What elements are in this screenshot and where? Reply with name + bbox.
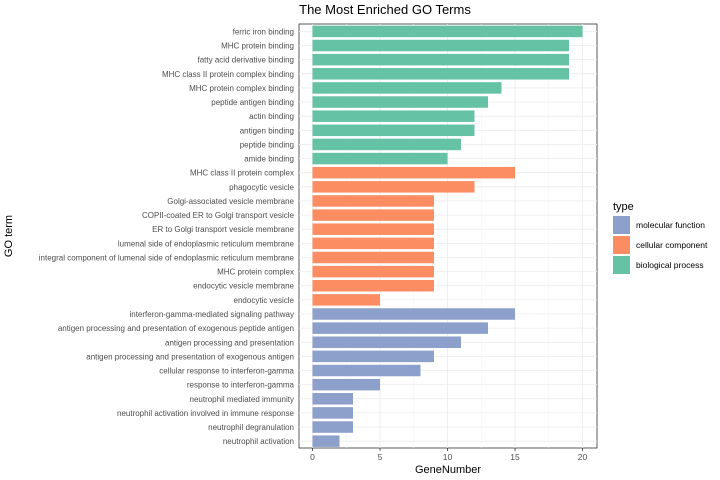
y-tick-label: fatty acid derivative binding xyxy=(198,56,295,65)
bars xyxy=(312,25,583,447)
x-tick-label: 0 xyxy=(310,452,315,462)
bar xyxy=(312,279,434,292)
bar xyxy=(312,25,583,38)
y-tick-label: antigen processing and presentation of e… xyxy=(86,352,294,361)
y-tick-label: MHC class II protein complex xyxy=(190,169,294,178)
bar xyxy=(312,39,569,52)
y-tick-label: actin binding xyxy=(249,112,294,121)
y-tick-label: antigen binding xyxy=(240,126,294,135)
bar xyxy=(312,68,569,80)
bar xyxy=(312,138,461,151)
bar xyxy=(312,265,434,278)
x-tick-label: 5 xyxy=(378,452,383,462)
y-tick-label: peptide binding xyxy=(240,140,294,149)
x-axis-title: GeneNumber xyxy=(415,464,481,476)
y-tick-label: ferric iron binding xyxy=(233,27,294,36)
legend-label: biological process xyxy=(636,260,704,270)
y-tick-label: MHC protein complex xyxy=(217,268,294,277)
y-tick-label: MHC class II protein complex binding xyxy=(162,70,294,79)
y-tick-label: neutrophil activation xyxy=(223,437,294,446)
y-axis-title: GO term xyxy=(3,215,15,257)
legend-label: molecular function xyxy=(636,220,705,230)
bar xyxy=(312,308,515,320)
x-tick-label: 10 xyxy=(443,452,453,462)
bar xyxy=(312,181,475,193)
y-tick-label: antigen processing and presentation xyxy=(165,338,294,347)
y-tick-label: Golgi-associated vesicle membrane xyxy=(167,197,294,206)
chart-title: The Most Enriched GO Terms xyxy=(299,2,471,17)
x-ticks: 0 5 10 15 20 xyxy=(310,448,587,462)
bar xyxy=(312,195,434,207)
bar xyxy=(312,209,434,221)
bar xyxy=(312,393,353,405)
legend: type molecular function cellular componen… xyxy=(613,201,708,274)
y-tick-label: phagocytic vesicle xyxy=(229,183,294,192)
y-tick-label: neutrophil activation involved in immune… xyxy=(117,409,295,418)
bar xyxy=(312,53,569,66)
y-tick-label: amide binding xyxy=(244,155,294,164)
bar xyxy=(312,124,475,137)
y-tick-label: MHC protein binding xyxy=(221,42,294,51)
legend-swatch xyxy=(613,236,630,254)
y-tick-label: MHC protein complex binding xyxy=(189,84,294,93)
y-tick-label: response to interferon-gamma xyxy=(187,381,295,390)
bar xyxy=(312,378,380,391)
bar xyxy=(312,110,475,122)
y-tick-label: neutrophil degranulation xyxy=(208,423,294,432)
bar xyxy=(312,421,353,433)
legend-swatch xyxy=(613,216,630,234)
plot-panel xyxy=(298,23,598,449)
legend-swatch xyxy=(613,256,630,274)
x-tick-label: 20 xyxy=(578,452,588,462)
x-tick-label: 15 xyxy=(510,452,520,462)
y-tick-label: COPII-coated ER to Golgi transport vesic… xyxy=(142,211,295,220)
bar xyxy=(312,435,340,447)
bar xyxy=(312,322,488,334)
y-tick-label: lumenal side of endoplasmic reticulum me… xyxy=(118,239,295,248)
bar xyxy=(312,96,488,108)
y-tick-label: neutrophil mediated immunity xyxy=(190,395,295,404)
y-tick-label: endocytic vesicle membrane xyxy=(193,282,294,291)
y-tick-label: peptide antigen binding xyxy=(211,98,294,107)
bar xyxy=(312,166,515,179)
bar xyxy=(312,152,448,165)
y-tick-label: interferon-gamma-mediated signaling path… xyxy=(129,310,294,319)
bar xyxy=(312,237,434,250)
y-tick-label: antigen processing and presentation of e… xyxy=(58,324,294,333)
bar xyxy=(312,407,353,419)
bar xyxy=(312,82,502,94)
bar xyxy=(312,336,461,349)
bar xyxy=(312,251,434,264)
bar xyxy=(312,350,434,363)
bar xyxy=(312,294,380,306)
y-tick-label: integral component of lumenal side of en… xyxy=(39,253,295,262)
y-tick-labels: ferric iron binding MHC protein binding fa… xyxy=(39,27,295,446)
bar xyxy=(312,223,434,235)
legend-label: cellular component xyxy=(636,240,708,250)
y-tick-label: ER to Golgi transport vesicle membrane xyxy=(152,225,294,234)
bar xyxy=(312,364,421,377)
legend-title: type xyxy=(613,201,634,213)
y-tick-label: cellular response to interferon-gamma xyxy=(159,367,294,376)
y-tick-label: endocytic vesicle xyxy=(234,296,295,305)
